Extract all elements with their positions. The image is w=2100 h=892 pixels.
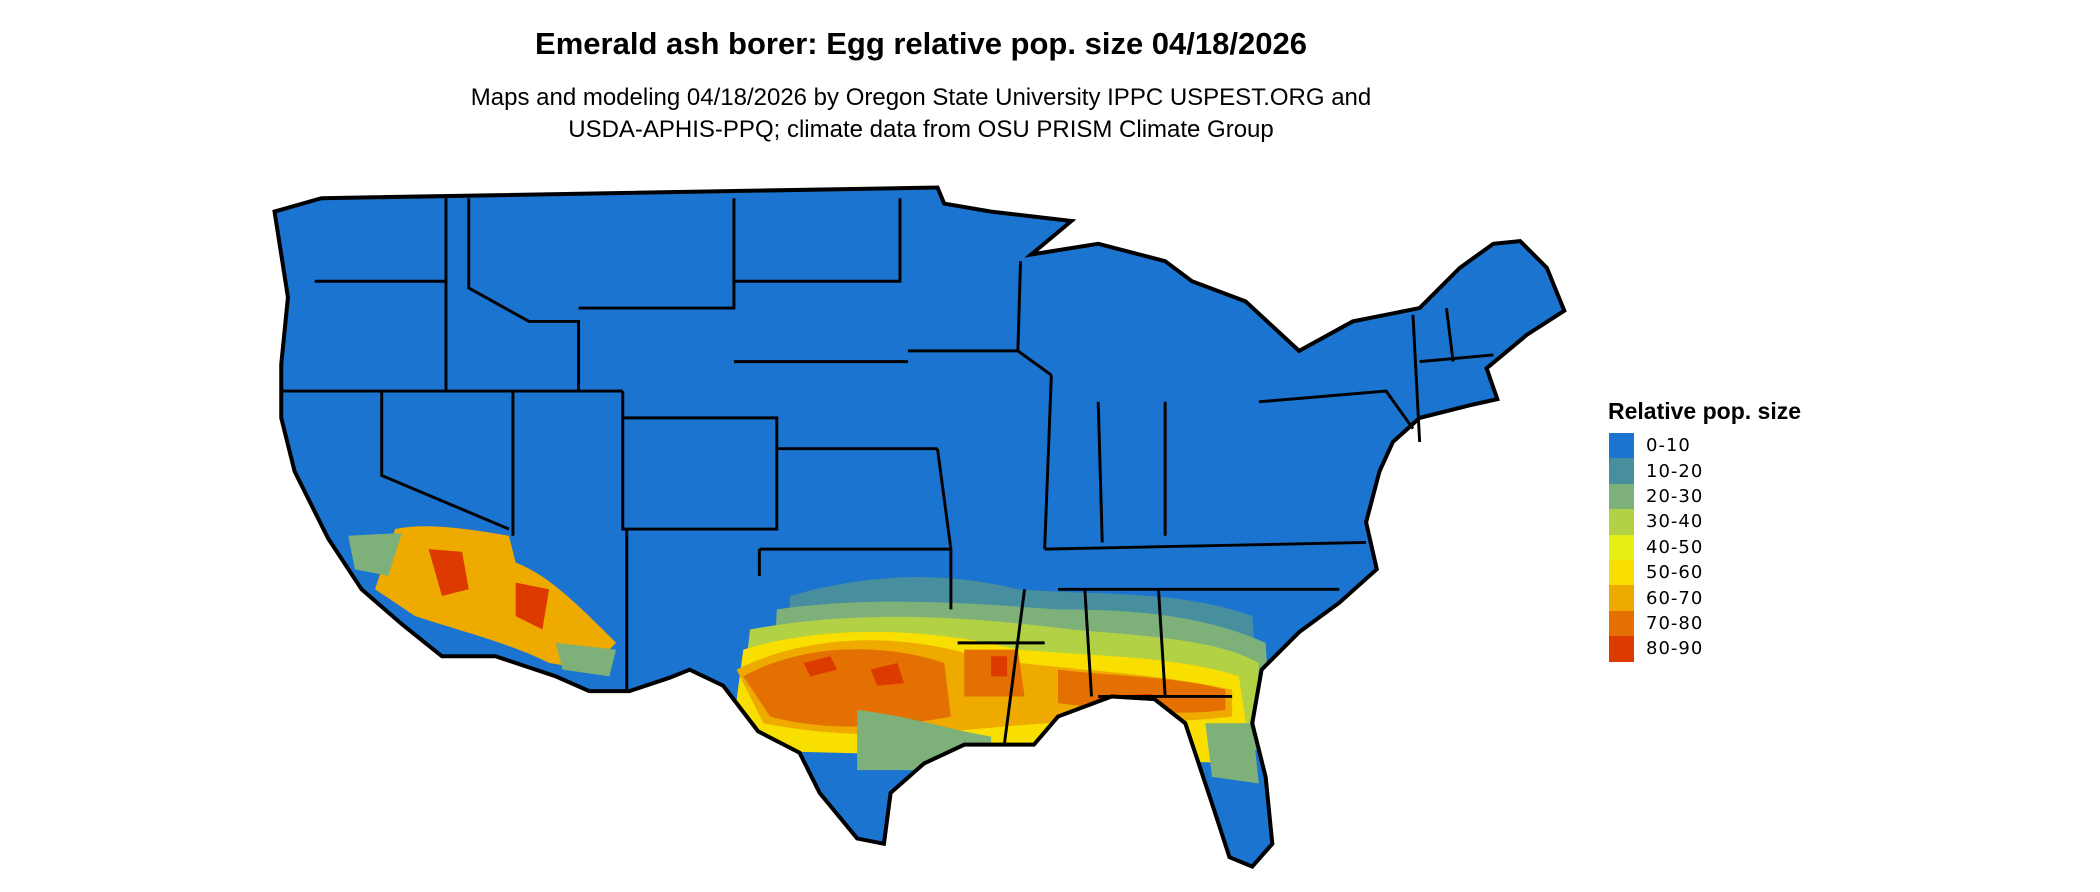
- legend-item: 50-60: [1609, 559, 1801, 586]
- legend-swatch: [1609, 458, 1634, 484]
- legend-label: 50-60: [1646, 562, 1704, 584]
- region-80-90: [803, 656, 1155, 710]
- legend-label: 30-40: [1646, 511, 1704, 533]
- legend-swatch: [1609, 636, 1634, 662]
- legend-label: 10-20: [1646, 460, 1704, 482]
- legend-label: 20-30: [1646, 485, 1704, 507]
- map-title: Emerald ash borer: Egg relative pop. siz…: [535, 26, 1307, 61]
- legend-item: 10-20: [1609, 458, 1801, 484]
- legend-swatch: [1609, 433, 1634, 459]
- map-subtitle-line-2: USDA-APHIS-PPQ; climate data from OSU PR…: [568, 116, 1274, 143]
- legend-swatch: [1609, 559, 1634, 586]
- legend-item: 0-10: [1609, 433, 1801, 459]
- state-boundaries: [281, 198, 1494, 744]
- legend-item: 80-90: [1609, 636, 1801, 662]
- legend-swatch: [1609, 483, 1634, 510]
- legend: Relative pop. size 0-10 10-20 20-30 30-40 40…: [1608, 398, 1802, 662]
- region-southwest-green: [348, 533, 617, 677]
- us-border: [272, 185, 1567, 869]
- legend-item: 30-40: [1609, 509, 1801, 535]
- legend-swatch: [1609, 534, 1634, 560]
- legend-swatch: [1609, 585, 1634, 611]
- legend-label: 60-70: [1646, 587, 1704, 609]
- legend-item: 20-30: [1609, 483, 1801, 510]
- region-southwest-hot: [428, 549, 550, 630]
- legend-item: 70-80: [1609, 610, 1801, 637]
- legend-item: 40-50: [1609, 534, 1801, 560]
- legend-swatch: [1609, 610, 1634, 637]
- map-subtitle-line-1: Maps and modeling 04/18/2026 by Oregon S…: [470, 84, 1372, 111]
- legend-swatch: [1609, 509, 1634, 535]
- legend-label: 80-90: [1646, 638, 1704, 660]
- legend-label: 40-50: [1646, 536, 1704, 558]
- legend-title: Relative pop. size: [1608, 398, 1802, 424]
- legend-label: 0-10: [1646, 435, 1691, 457]
- legend-label: 70-80: [1646, 612, 1704, 634]
- legend-item: 60-70: [1609, 585, 1801, 611]
